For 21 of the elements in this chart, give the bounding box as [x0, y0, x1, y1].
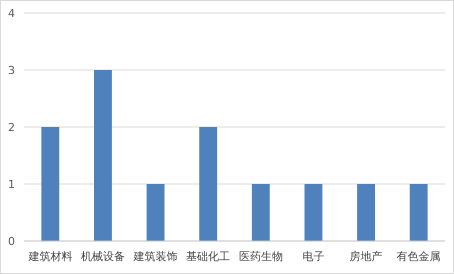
y-tick-label: 3: [8, 64, 15, 77]
x-tick-label: 有色金属: [396, 250, 441, 263]
y-tick-label: 4: [8, 7, 15, 20]
x-tick-label: 电子: [302, 250, 324, 263]
bar: [252, 184, 270, 241]
y-tick-label: 0: [8, 235, 15, 248]
x-tick-label: 建筑材料: [27, 250, 72, 263]
x-tick-label: 机械设备: [80, 250, 125, 263]
bar: [94, 70, 112, 241]
x-tick-label: 基础化工: [186, 250, 230, 263]
bar: [304, 184, 322, 241]
bar: [199, 127, 218, 241]
bar: [357, 184, 376, 241]
y-tick-label: 1: [8, 178, 15, 191]
x-tick-label: 医药生物: [238, 250, 283, 263]
bar: [146, 184, 165, 241]
x-tick-label: 房地产: [350, 250, 383, 263]
bar: [410, 184, 428, 241]
bar: [41, 127, 60, 241]
x-tick-label: 建筑装饰: [132, 250, 178, 263]
y-tick-label: 2: [8, 121, 15, 134]
